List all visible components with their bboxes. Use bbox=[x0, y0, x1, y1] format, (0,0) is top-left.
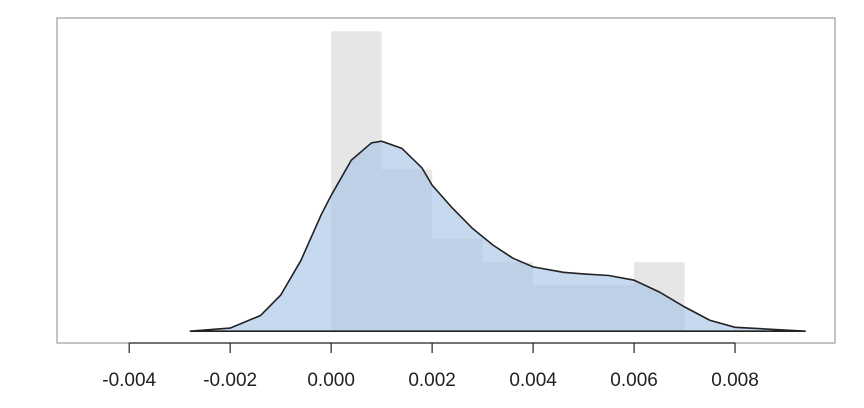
x-tick-label: 0.006 bbox=[610, 370, 658, 391]
x-tick-label: 0.002 bbox=[408, 370, 456, 391]
x-tick-label: 0.008 bbox=[711, 370, 759, 391]
kde-curve bbox=[189, 140, 806, 333]
x-tick-label: 0.004 bbox=[509, 370, 557, 391]
x-tick-label: 0.000 bbox=[307, 370, 355, 391]
x-tick-label: -0.004 bbox=[102, 370, 156, 391]
x-tick-label: -0.002 bbox=[203, 370, 257, 391]
